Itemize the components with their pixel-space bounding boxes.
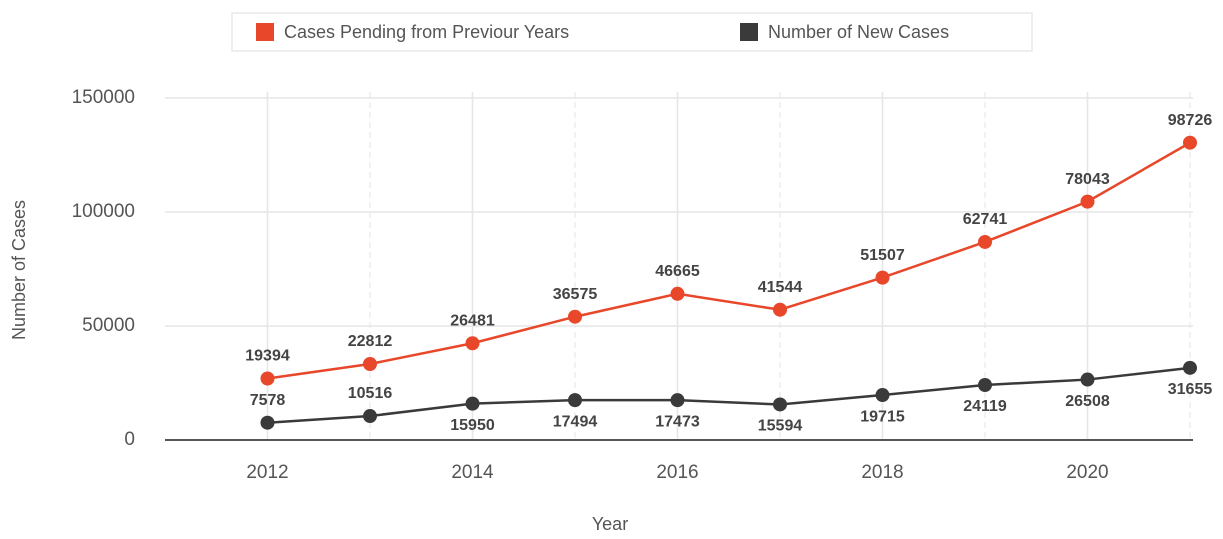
point <box>1183 135 1197 150</box>
point <box>875 270 890 285</box>
data-label: 17473 <box>655 413 700 430</box>
point <box>670 393 685 408</box>
data-label: 62741 <box>963 211 1008 228</box>
y-axis-label: Number of Cases <box>9 200 29 340</box>
data-label: 15594 <box>758 418 803 435</box>
series-line <box>267 366 1191 424</box>
series-line <box>267 141 1191 380</box>
point <box>978 234 992 249</box>
data-label: 26481 <box>450 312 495 329</box>
x-tick-label: 2016 <box>656 462 698 483</box>
point <box>568 309 582 324</box>
y-tick-label: 0 <box>124 429 135 450</box>
x-tick-label: 2012 <box>246 462 288 483</box>
point <box>260 415 275 430</box>
point <box>260 371 275 386</box>
point <box>465 396 480 411</box>
data-label: 51507 <box>860 247 905 264</box>
data-label: 24119 <box>963 398 1007 415</box>
y-tick-label: 50000 <box>82 315 135 336</box>
legend-swatch <box>740 23 758 41</box>
point <box>363 357 377 372</box>
point <box>773 302 787 317</box>
legend-swatch <box>256 23 274 41</box>
data-label: 19715 <box>860 408 905 425</box>
point <box>1183 360 1197 375</box>
data-label: 7578 <box>250 392 286 409</box>
x-axis-label: Year <box>592 514 628 534</box>
point <box>773 397 787 412</box>
point <box>1080 372 1095 387</box>
data-label: 78043 <box>1065 171 1110 188</box>
legend-label: Cases Pending from Previour Years <box>284 22 569 42</box>
point <box>1080 194 1095 209</box>
data-label: 98726 <box>1168 112 1213 129</box>
data-label: 17494 <box>553 413 598 430</box>
data-label: 22812 <box>348 333 393 350</box>
point <box>465 336 480 351</box>
data-label: 26508 <box>1065 393 1110 410</box>
data-label: 46665 <box>655 263 700 280</box>
point <box>978 378 992 393</box>
data-label: 36575 <box>553 286 598 303</box>
point <box>670 286 685 301</box>
data-label: 31655 <box>1168 381 1213 398</box>
x-tick-label: 2018 <box>861 462 903 483</box>
y-tick-label: 150000 <box>72 87 135 108</box>
data-label: 10516 <box>348 385 393 402</box>
point <box>875 388 890 403</box>
point <box>363 409 377 424</box>
point <box>568 393 582 408</box>
data-label: 19394 <box>245 348 290 365</box>
data-label: 41544 <box>758 279 803 296</box>
data-label: 15950 <box>450 417 495 434</box>
y-tick-label: 100000 <box>72 201 135 222</box>
x-tick-label: 2014 <box>451 462 494 483</box>
x-tick-label: 2020 <box>1066 462 1108 483</box>
legend-box <box>231 12 1033 52</box>
legend-label: Number of New Cases <box>768 22 949 42</box>
